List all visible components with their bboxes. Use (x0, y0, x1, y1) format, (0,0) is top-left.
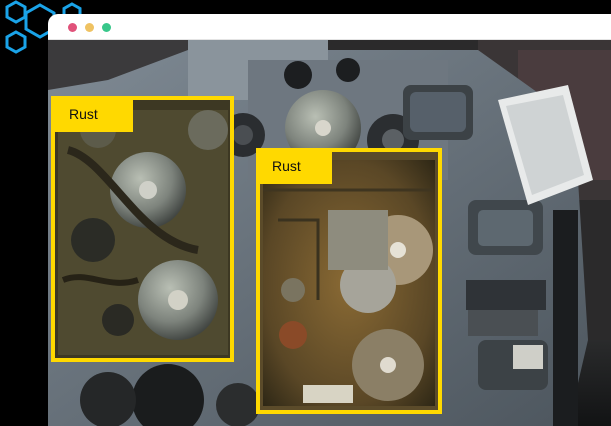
window-maximize-dot[interactable] (102, 23, 111, 32)
rust-label: Rust (256, 148, 332, 184)
rust-bounding-box[interactable]: Rust (256, 148, 442, 414)
industrial-machine-photo (48, 40, 611, 426)
browser-window: Rust Rust (48, 14, 611, 426)
rust-label: Rust (51, 96, 133, 132)
window-titlebar (48, 14, 611, 40)
hexagon-cluster-icon (5, 0, 82, 54)
detection-viewport: Rust Rust (48, 40, 611, 426)
window-close-dot[interactable] (68, 23, 77, 32)
rust-bounding-box[interactable]: Rust (51, 96, 234, 362)
window-minimize-dot[interactable] (85, 23, 94, 32)
